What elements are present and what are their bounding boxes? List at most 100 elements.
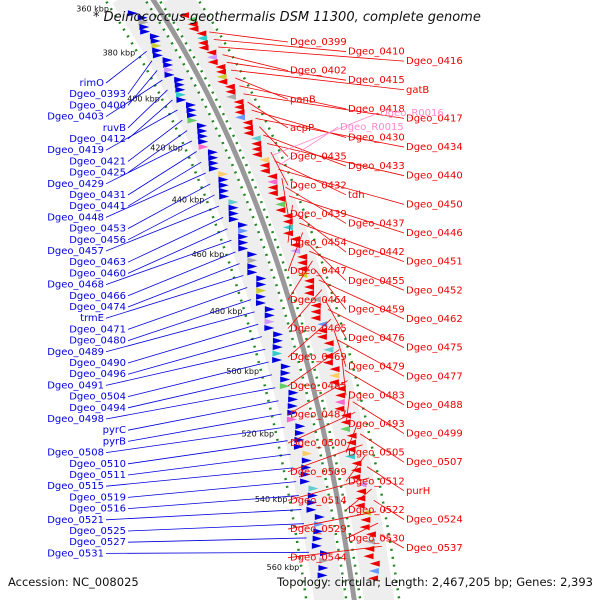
forward-gene-label[interactable]: Dgeo_0519: [69, 492, 126, 503]
forward-gene-label[interactable]: Dgeo_0525: [69, 526, 126, 537]
forward-gene-label[interactable]: Dgeo_0468: [47, 280, 104, 291]
forward-gene-label[interactable]: Dgeo_0480: [69, 336, 126, 347]
forward-gene-label[interactable]: Dgeo_0504: [69, 392, 126, 403]
forward-gene-label[interactable]: Dgeo_0515: [47, 481, 104, 492]
forward-gene-label[interactable]: Dgeo_0412: [69, 134, 126, 145]
reverse-gene-label[interactable]: Dgeo_0455: [348, 276, 405, 287]
reverse-gene-label[interactable]: Dgeo_0512: [348, 476, 405, 487]
reverse-gene-label[interactable]: Dgeo_0434: [406, 142, 463, 153]
reverse-gene-label[interactable]: Dgeo_0524: [406, 515, 463, 526]
forward-gene-label[interactable]: Dgeo_0489: [47, 347, 104, 358]
reverse-gene-label[interactable]: Dgeo_0442: [348, 247, 405, 258]
reverse-gene-label[interactable]: Dgeo_0402: [290, 66, 347, 77]
forward-gene-label[interactable]: ruvB: [103, 123, 126, 134]
forward-gene-label[interactable]: Dgeo_0527: [69, 537, 126, 548]
forward-gene-label[interactable]: Dgeo_0421: [69, 156, 126, 167]
forward-gene-label[interactable]: Dgeo_0453: [69, 224, 126, 235]
forward-gene-label[interactable]: pyrB: [103, 436, 126, 447]
forward-gene-label[interactable]: rimO: [79, 78, 104, 89]
reverse-gene-label[interactable]: Dgeo_0416: [406, 56, 463, 67]
reverse-gene-label[interactable]: Dgeo_0462: [406, 314, 463, 325]
forward-gene-label[interactable]: Dgeo_0441: [69, 201, 126, 212]
forward-gene-label[interactable]: Dgeo_0466: [69, 291, 126, 302]
rna-gene-label[interactable]: Dgeo_R0016: [380, 108, 444, 119]
reverse-gene-label[interactable]: Dgeo_0459: [348, 304, 405, 315]
forward-gene-label[interactable]: Dgeo_0403: [47, 112, 104, 123]
reverse-gene-label[interactable]: Dgeo_0454: [290, 238, 347, 249]
forward-gene-label[interactable]: trmE: [80, 313, 104, 324]
reverse-gene-label[interactable]: Dgeo_0465: [290, 324, 347, 335]
forward-gene-label[interactable]: Dgeo_0511: [69, 470, 126, 481]
forward-gene-label[interactable]: Dgeo_0431: [69, 190, 126, 201]
reverse-gene-label[interactable]: Dgeo_0514: [290, 495, 347, 506]
reverse-gene-label[interactable]: Dgeo_0417: [406, 113, 463, 124]
forward-gene-label[interactable]: Dgeo_0471: [69, 324, 126, 335]
forward-gene-label[interactable]: Dgeo_0496: [69, 369, 126, 380]
reverse-gene-label[interactable]: Dgeo_0505: [348, 448, 405, 459]
reverse-gene-label[interactable]: Dgeo_0415: [348, 75, 405, 86]
forward-gene-label[interactable]: Dgeo_0474: [69, 302, 126, 313]
reverse-gene-label[interactable]: tdh: [348, 190, 365, 201]
forward-gene-label[interactable]: Dgeo_0516: [69, 504, 126, 515]
forward-gene-label[interactable]: Dgeo_0457: [47, 246, 104, 257]
reverse-gene-label[interactable]: Dgeo_0487: [290, 409, 347, 420]
reverse-gene-label[interactable]: Dgeo_0529: [290, 524, 347, 535]
rna-gene-label[interactable]: Dgeo_R0015: [340, 122, 404, 133]
forward-gene-label[interactable]: Dgeo_0494: [69, 403, 126, 414]
reverse-gene-label[interactable]: Dgeo_0432: [290, 180, 347, 191]
forward-gene-label[interactable]: Dgeo_0498: [47, 414, 104, 425]
forward-gene-label[interactable]: Dgeo_0429: [47, 179, 104, 190]
reverse-gene-label[interactable]: Dgeo_0509: [290, 467, 347, 478]
reverse-gene-label[interactable]: Dgeo_0544: [290, 553, 347, 564]
reverse-gene-label[interactable]: Dgeo_0439: [290, 209, 347, 220]
reverse-gene-label[interactable]: Dgeo_0410: [348, 47, 405, 58]
reverse-gene-label[interactable]: Dgeo_0537: [406, 543, 463, 554]
reverse-gene-label[interactable]: Dgeo_0437: [348, 218, 405, 229]
reverse-gene-label[interactable]: Dgeo_0500: [290, 438, 347, 449]
forward-gene-label[interactable]: Dgeo_0463: [69, 257, 126, 268]
reverse-gene-label[interactable]: panB: [290, 94, 316, 105]
forward-gene-label[interactable]: Dgeo_0521: [47, 515, 104, 526]
reverse-gene-label[interactable]: Dgeo_0488: [406, 400, 463, 411]
reverse-gene-label[interactable]: Dgeo_0435: [290, 152, 347, 163]
forward-gene-label[interactable]: Dgeo_0448: [47, 212, 104, 223]
forward-gene-label[interactable]: Dgeo_0456: [69, 235, 126, 246]
reverse-gene-label[interactable]: Dgeo_0485: [290, 381, 347, 392]
forward-gene-label[interactable]: Dgeo_0510: [69, 459, 126, 470]
reverse-gene-label[interactable]: Dgeo_0483: [348, 390, 405, 401]
reverse-gene-label[interactable]: Dgeo_0452: [406, 285, 463, 296]
reverse-gene-label[interactable]: Dgeo_0450: [406, 199, 463, 210]
reverse-gene-label[interactable]: purH: [406, 486, 430, 497]
forward-gene-label[interactable]: Dgeo_0393: [69, 89, 126, 100]
reverse-gene-label[interactable]: acpP: [290, 123, 314, 134]
reverse-gene-label[interactable]: Dgeo_0440: [406, 171, 463, 182]
reverse-gene-label[interactable]: Dgeo_0477: [406, 371, 463, 382]
reverse-gene-label[interactable]: Dgeo_0476: [348, 333, 405, 344]
reverse-gene-label[interactable]: Dgeo_0530: [348, 534, 405, 545]
reverse-gene-label[interactable]: Dgeo_0469: [290, 352, 347, 363]
forward-gene-label[interactable]: Dgeo_0508: [47, 448, 104, 459]
reverse-gene-label[interactable]: Dgeo_0507: [406, 457, 463, 468]
reverse-gene-label[interactable]: Dgeo_0475: [406, 343, 463, 354]
forward-gene-label[interactable]: Dgeo_0425: [69, 168, 126, 179]
reverse-gene-label[interactable]: Dgeo_0430: [348, 133, 405, 144]
reverse-gene-label[interactable]: Dgeo_0499: [406, 429, 463, 440]
reverse-gene-label[interactable]: Dgeo_0451: [406, 257, 463, 268]
reverse-gene-label[interactable]: Dgeo_0446: [406, 228, 463, 239]
reverse-gene-label[interactable]: Dgeo_0522: [348, 505, 405, 516]
forward-gene-label[interactable]: pyrC: [103, 425, 126, 436]
reverse-gene-label[interactable]: Dgeo_0418: [348, 104, 405, 115]
forward-gene-label[interactable]: Dgeo_0531: [47, 548, 104, 559]
gene-labels[interactable]: rimODgeo_0393Dgeo_0400Dgeo_0403ruvBDgeo_…: [47, 37, 463, 564]
reverse-gene-label[interactable]: Dgeo_0447: [290, 266, 347, 277]
reverse-gene-label[interactable]: Dgeo_0433: [348, 161, 405, 172]
forward-gene-label[interactable]: Dgeo_0419: [47, 145, 104, 156]
reverse-gene-label[interactable]: Dgeo_0464: [290, 295, 347, 306]
forward-gene-label[interactable]: Dgeo_0490: [69, 358, 126, 369]
reverse-gene-label[interactable]: gatB: [406, 85, 429, 96]
forward-gene-label[interactable]: Dgeo_0491: [47, 380, 104, 391]
reverse-gene-label[interactable]: Dgeo_0399: [290, 37, 347, 48]
forward-gene-label[interactable]: Dgeo_0460: [69, 268, 126, 279]
reverse-gene-label[interactable]: Dgeo_0479: [348, 362, 405, 373]
reverse-gene-label[interactable]: Dgeo_0493: [348, 419, 405, 430]
